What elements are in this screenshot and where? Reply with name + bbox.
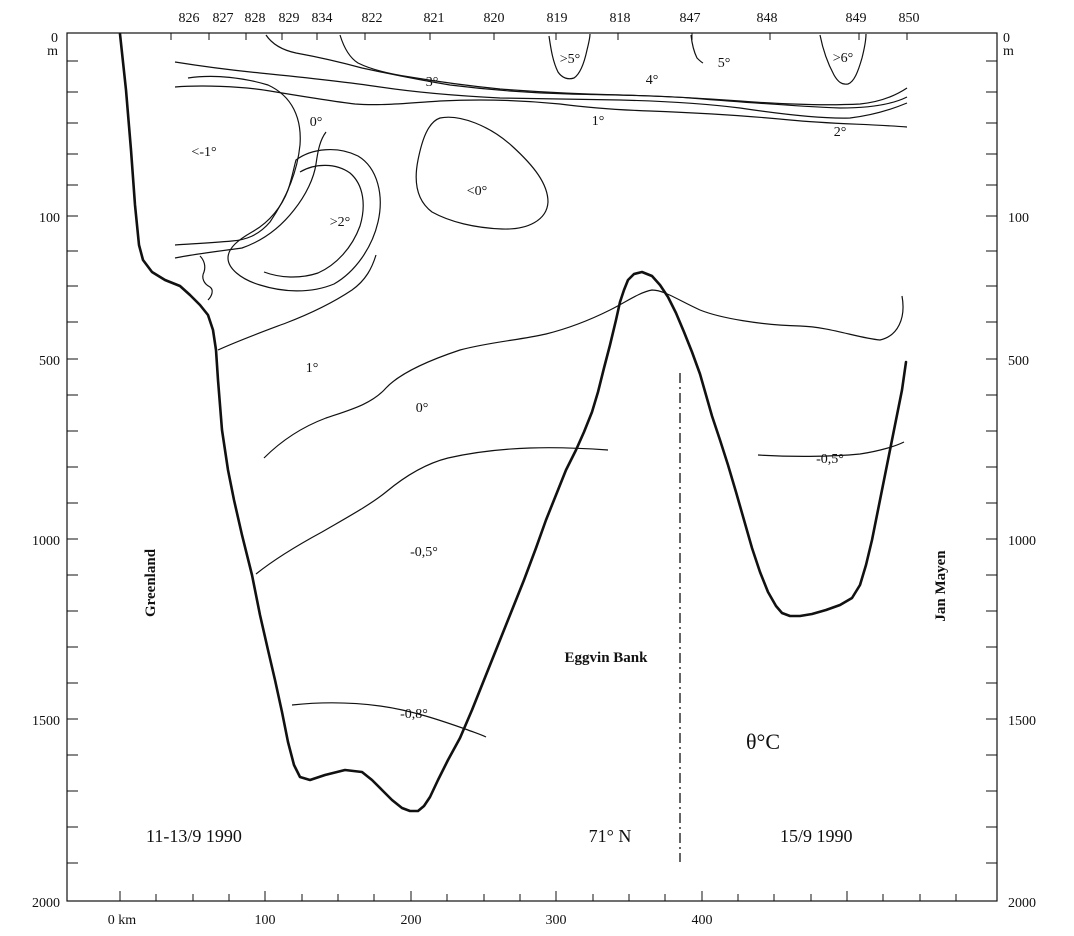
isotherm-minus05-right	[757, 441, 905, 457]
depth-label: 1500	[32, 714, 60, 729]
isotherm-label: >6°	[833, 51, 854, 66]
isotherm-lt0	[415, 116, 549, 230]
isotherm-1-upper	[174, 85, 908, 128]
depth-label: 1000	[32, 534, 60, 549]
latitude-label: 71° N	[589, 826, 632, 846]
depth-label: 2000	[32, 896, 60, 911]
isotherm-label: -0,5°	[410, 545, 438, 560]
seabed-profile	[118, 32, 908, 813]
isotherm-label: >5°	[560, 52, 581, 67]
jan-mayen-label: Jan Mayen	[933, 550, 949, 622]
theta-label: θ°C	[746, 729, 780, 754]
station-label: 822	[362, 11, 383, 26]
depth-label-top: 0	[51, 31, 58, 46]
station-label: 829	[279, 11, 300, 26]
distance-label: 100	[255, 913, 276, 928]
station-labels: 826 827 828 829 834 822 821 820 819 818 …	[179, 11, 920, 26]
isotherm-gt2-inner	[263, 164, 364, 278]
right-depth-ticks	[986, 60, 997, 864]
isotherm-label: -0,5°	[816, 452, 844, 467]
isotherm-label: 4°	[646, 73, 659, 88]
station-label: 821	[424, 11, 445, 26]
station-label: 848	[757, 11, 778, 26]
station-label: 847	[680, 11, 701, 26]
isotherm-gt2-outer	[227, 149, 381, 292]
date-right: 15/9 1990	[780, 826, 853, 846]
isotherm-label: -0,8°	[400, 707, 428, 722]
station-label: 819	[547, 11, 568, 26]
right-depth-labels: 0 m 100 500 1000 1500 2000	[1003, 31, 1036, 911]
depth-unit-right: m	[1003, 44, 1014, 59]
isotherm-label: 5°	[718, 56, 731, 71]
isotherm-gt6	[819, 33, 867, 85]
isotherm-gt5-left	[548, 33, 591, 80]
distance-label: 200	[401, 913, 422, 928]
depth-label-top: 0	[1003, 31, 1010, 46]
isotherm-label: <-1°	[191, 145, 216, 160]
depth-label: 100	[39, 211, 60, 226]
station-label: 820	[484, 11, 505, 26]
isotherm-lines	[174, 33, 908, 738]
depth-label: 2000	[1008, 896, 1036, 911]
isotherm-squiggle	[199, 255, 213, 301]
isotherm-minus08	[291, 702, 487, 738]
isotherm-label: 0°	[416, 401, 429, 416]
station-label: 850	[899, 11, 920, 26]
isotherm-0-upper	[174, 75, 301, 246]
depth-label: 1000	[1008, 534, 1036, 549]
distance-label-zero: 0 km	[108, 913, 137, 928]
greenland-label: Greenland	[143, 548, 159, 617]
isotherm-label: 0°	[310, 115, 323, 130]
isotherm-1-lower	[217, 254, 377, 351]
isotherm-4	[265, 34, 908, 109]
date-left: 11-13/9 1990	[146, 826, 242, 846]
isotherm-label: >2°	[330, 215, 351, 230]
eggvin-bank-label: Eggvin Bank	[565, 650, 649, 666]
distance-label: 300	[546, 913, 567, 928]
distance-labels: 0 km 100 200 300 400	[108, 913, 713, 928]
station-ticks	[119, 33, 908, 40]
left-depth-labels: 0 m 100 500 1000 1500 2000	[32, 31, 60, 911]
plot-frame	[66, 32, 998, 902]
distance-label: 400	[692, 913, 713, 928]
station-label: 828	[245, 11, 266, 26]
isotherm-label: 3°	[426, 75, 439, 90]
station-label: 826	[179, 11, 200, 26]
isotherm-labels: >5° 5° >6° 3° 4° 2° 1° 0° <-1° >2° <0° 1…	[191, 51, 853, 722]
depth-unit-left: m	[47, 44, 58, 59]
isotherm-label: 2°	[834, 125, 847, 140]
station-label: 827	[213, 11, 234, 26]
isotherm-2	[174, 61, 908, 119]
depth-label: 500	[39, 354, 60, 369]
station-label: 818	[610, 11, 631, 26]
depth-label: 1500	[1008, 714, 1036, 729]
depth-label: 100	[1008, 211, 1029, 226]
isotherm-5	[690, 34, 704, 64]
isotherm-label: 1°	[306, 361, 319, 376]
isotherm-0-mid	[263, 289, 904, 459]
isotherm-label: <0°	[467, 184, 488, 199]
bottom-distance-ticks	[119, 891, 957, 901]
isotherm-minus1	[174, 131, 327, 259]
isotherm-label: 1°	[592, 114, 605, 129]
station-label: 834	[312, 11, 333, 26]
station-label: 849	[846, 11, 867, 26]
left-depth-ticks	[67, 60, 78, 864]
isotherm-minus05-left	[255, 447, 609, 575]
depth-label: 500	[1008, 354, 1029, 369]
